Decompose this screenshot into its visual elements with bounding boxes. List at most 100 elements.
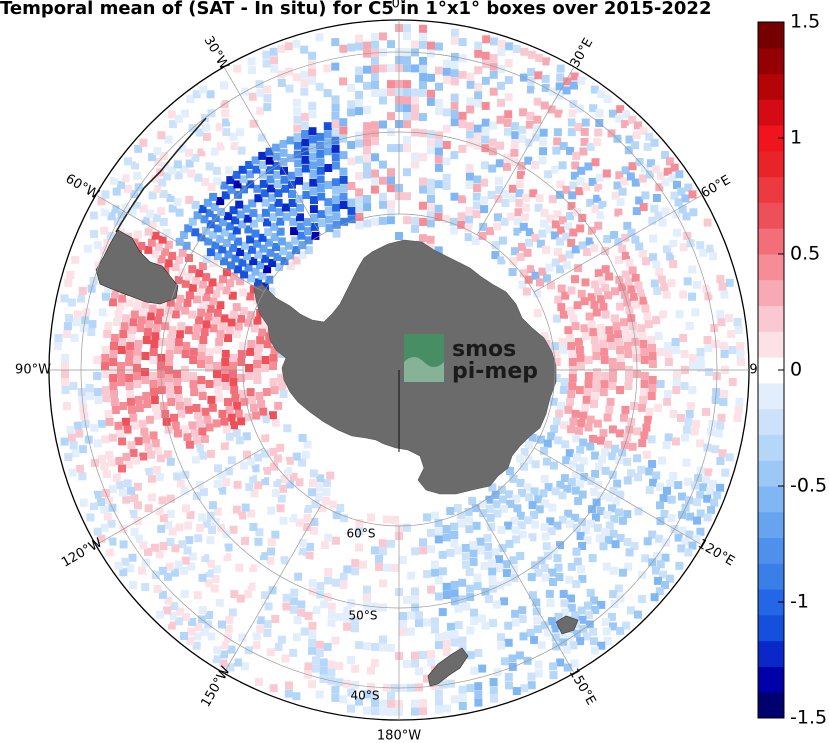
data-cell (495, 176, 503, 185)
data-cell (540, 219, 548, 228)
data-cell (363, 170, 371, 179)
data-cell (101, 386, 110, 395)
data-cell (504, 110, 513, 119)
data-cell (147, 450, 156, 459)
data-cell (251, 229, 260, 238)
data-cell (133, 347, 142, 356)
data-cell (166, 194, 175, 202)
data-cell (434, 42, 443, 51)
data-cell (454, 546, 463, 555)
data-cell (371, 137, 379, 146)
data-cell (247, 582, 256, 591)
data-cell (205, 356, 214, 364)
data-cell (134, 501, 142, 510)
data-cell (497, 633, 505, 642)
data-cell (655, 268, 664, 276)
data-cell (263, 85, 272, 94)
data-cell (610, 231, 619, 239)
data-cell (640, 348, 649, 356)
data-cell (489, 686, 498, 695)
data-cell (551, 389, 560, 398)
data-cell (198, 606, 207, 614)
data-cell (315, 82, 324, 91)
data-cell (555, 573, 564, 582)
data-cell (144, 504, 153, 513)
data-cell (648, 460, 657, 468)
data-cell (450, 110, 459, 118)
data-cell (663, 342, 672, 350)
data-cell (205, 423, 214, 432)
data-cell (716, 421, 725, 430)
data-cell (130, 421, 139, 430)
data-cell (497, 39, 506, 48)
data-cell (339, 184, 348, 193)
data-cell (622, 621, 631, 630)
data-cell (570, 659, 579, 668)
data-cell (579, 411, 588, 420)
data-cell (225, 166, 234, 175)
data-cell (648, 376, 657, 384)
data-cell (215, 234, 224, 243)
data-cell (198, 392, 207, 400)
data-cell (310, 196, 318, 205)
data-cell (211, 241, 220, 250)
data-cell (347, 688, 356, 697)
data-cell (533, 97, 542, 106)
data-cell (230, 590, 239, 598)
data-cell (126, 397, 135, 406)
data-cell (188, 618, 197, 626)
data-cell (134, 396, 143, 404)
data-cell (643, 537, 652, 546)
data-cell (248, 66, 256, 75)
data-cell (308, 621, 317, 630)
data-cell (705, 368, 713, 376)
data-cell (277, 635, 286, 644)
data-cell (692, 534, 701, 543)
data-cell (571, 322, 580, 331)
data-cell (263, 218, 271, 227)
data-cell (673, 302, 682, 311)
data-cell (469, 549, 478, 558)
data-cell (256, 106, 265, 115)
data-cell (509, 556, 518, 565)
data-cell (166, 390, 175, 398)
data-cell (214, 464, 222, 473)
data-cell (559, 386, 568, 394)
data-cell (103, 470, 111, 479)
data-cell (567, 594, 575, 603)
data-cell (212, 289, 221, 298)
data-cell (168, 527, 177, 536)
data-cell (67, 433, 76, 442)
data-cell (593, 138, 602, 147)
data-cell (331, 195, 340, 204)
data-cell (301, 450, 310, 459)
data-cell (519, 269, 528, 278)
data-cell (152, 324, 161, 333)
data-cell (562, 232, 571, 241)
data-cell (590, 336, 599, 344)
data-cell (141, 460, 150, 468)
data-cell (489, 121, 498, 130)
data-cell (411, 64, 419, 73)
data-cell (729, 294, 738, 303)
data-cell (221, 374, 230, 382)
data-cell (591, 344, 600, 352)
data-cell (654, 332, 663, 340)
data-cell (219, 275, 227, 284)
data-cell (661, 151, 669, 159)
data-cell (466, 72, 475, 81)
data-cell (323, 122, 332, 131)
data-cell (319, 666, 328, 675)
data-cell (335, 546, 344, 555)
data-cell (267, 506, 276, 515)
data-cell (150, 543, 159, 552)
data-cell (540, 564, 549, 573)
data-cell (331, 144, 340, 153)
data-cell (331, 161, 340, 170)
data-cell (600, 380, 609, 389)
data-cell (442, 59, 451, 68)
data-cell (161, 616, 170, 625)
data-cell (331, 587, 340, 596)
data-cell (314, 492, 323, 501)
data-cell (575, 113, 584, 122)
